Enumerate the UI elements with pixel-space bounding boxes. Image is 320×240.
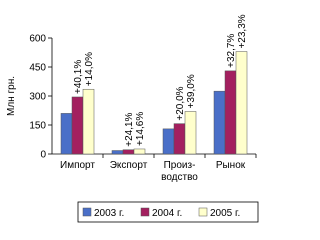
x-tick-label: Рынок: [216, 160, 246, 171]
legend-label: 2005 г.: [210, 208, 240, 219]
bar: [60, 113, 73, 155]
legend-swatch: [82, 207, 92, 217]
chart: Млн грн. 0 150 300 450 600 Импорт +40,1% +14,0%…: [6, 14, 259, 223]
bar: [82, 88, 95, 155]
legend-box: [77, 201, 259, 223]
legend-label: 2004 г.: [152, 208, 182, 219]
bar: [122, 149, 135, 155]
growth-label: +23,3%: [237, 14, 248, 48]
legend-label: 2003 г.: [94, 208, 124, 219]
bar: [162, 128, 175, 155]
bar: [184, 111, 197, 155]
bar: [111, 150, 124, 155]
y-tick-label: 300: [29, 92, 46, 103]
bar: [71, 96, 84, 155]
growth-label: +14,0%: [84, 52, 95, 86]
bar: [133, 148, 146, 155]
legend-swatch: [198, 207, 208, 217]
y-tick-label: 0: [40, 150, 46, 161]
legend-swatch: [140, 207, 150, 217]
growth-label: +32,7%: [226, 34, 237, 68]
y-tick-label: 600: [29, 34, 46, 45]
growth-label: +20,0%: [175, 86, 186, 120]
bar: [224, 70, 237, 155]
x-tick-label: Экспорт: [110, 160, 148, 171]
bar: [235, 51, 248, 155]
growth-label: +40,1%: [73, 60, 84, 94]
y-tick-label: 150: [29, 121, 46, 132]
growth-label: +14,6%: [135, 112, 146, 146]
x-tick-label: Произ-водство: [161, 160, 198, 183]
bar: [213, 90, 226, 155]
y-tick-label: 450: [29, 63, 46, 74]
growth-label: +39,0%: [186, 74, 197, 108]
y-axis-label: Млн грн.: [6, 76, 17, 116]
x-tick-label: Импорт: [60, 160, 95, 171]
bar: [173, 123, 186, 155]
growth-label: +24,1%: [124, 112, 135, 146]
